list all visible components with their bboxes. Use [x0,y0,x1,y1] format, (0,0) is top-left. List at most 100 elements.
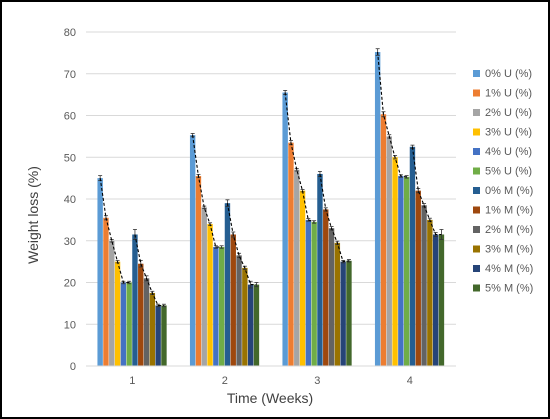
x-tick-label: 3 [314,375,320,387]
bar [207,224,213,366]
y-tick-label: 30 [64,236,76,248]
legend-label: 2% U (%) [485,107,532,119]
legend-swatch [473,245,480,253]
bar [386,136,392,366]
bar [392,157,398,366]
bar [195,176,202,366]
y-tick-label: 80 [64,27,76,39]
legend-swatch [473,128,480,136]
x-tick-label: 1 [129,375,135,387]
trend-line [377,51,407,178]
bar [427,219,433,366]
legend-swatch [473,206,480,214]
x-tick-label: 2 [222,375,228,387]
legend-label: 4% M (%) [485,263,533,275]
legend-swatch [473,167,480,175]
y-tick-label: 20 [64,278,76,290]
trend-line [319,173,349,263]
bar [189,135,196,366]
bar [97,178,103,366]
bar [253,284,260,366]
legend-label: 3% M (%) [485,244,533,256]
bar [334,242,341,366]
legend-swatch [473,109,480,116]
bar [346,260,352,366]
legend: 0% U (%) 1% U (%) 2% U (%) 3% U (%) 4% U (%)… [473,68,533,295]
bar [120,282,127,366]
bar [374,52,381,366]
bar [218,247,225,366]
trend-line [134,234,164,307]
legend-label: 4% U (%) [485,146,532,158]
legend-label: 0% U (%) [485,68,532,80]
bar [161,305,167,366]
bar [132,234,138,366]
legend-swatch [473,284,480,292]
legend-label: 1% M (%) [485,205,533,217]
bar [242,267,248,366]
legend-swatch [473,70,480,77]
legend-swatch [473,265,480,272]
bar [213,247,219,366]
y-axis-title: Weight loss (%) [25,166,41,264]
legend-swatch [473,226,480,233]
trend-line [192,135,222,248]
trend-line [411,146,442,236]
bar [294,169,300,366]
y-tick-label: 10 [64,319,76,331]
legend-swatch [473,148,480,155]
bar [114,261,121,366]
legend-swatch [473,187,480,194]
legend-label: 3% U (%) [485,127,532,139]
bar [247,284,254,366]
bar [317,173,323,366]
bar [432,234,439,366]
bar [403,176,410,366]
bar [311,221,317,366]
bar [149,292,156,366]
bar [143,278,150,366]
bar [380,114,387,366]
x-axis-title: Time (Weeks) [227,390,313,406]
legend-label: 5% U (%) [485,166,532,178]
trend-line [284,92,315,223]
bar [236,255,242,366]
bar [138,263,144,366]
legend-label: 0% M (%) [485,185,533,197]
bar [340,261,346,366]
y-tick-label: 60 [64,111,76,123]
bar [398,176,404,366]
x-tick-labels: 1 2 3 4 [129,375,413,387]
y-tick-label: 0 [70,361,76,373]
y-tick-label: 70 [64,69,76,81]
bar [421,205,427,366]
bar [323,209,329,366]
bar [282,92,288,366]
bar [328,228,335,366]
bar [155,305,161,366]
bar [201,207,207,366]
legend-label: 2% M (%) [485,224,533,236]
bar [224,203,231,366]
legend-swatch [473,89,480,97]
y-tick-label: 50 [64,152,76,164]
bar [415,190,421,366]
legend-label: 5% M (%) [485,283,533,295]
legend-label: 1% U (%) [485,88,532,100]
y-tick-labels: 0 10 20 30 40 50 60 70 80 [64,27,76,373]
trend-lines [99,51,442,307]
bars [97,52,445,366]
bar [230,234,236,366]
bar [288,142,294,366]
bar [409,146,416,366]
bar [299,190,306,366]
bar [438,234,445,366]
bar [305,219,312,366]
x-tick-label: 4 [407,375,413,387]
y-tick-label: 40 [64,194,76,206]
bar [103,217,109,366]
bar [126,282,132,366]
trend-line [226,203,257,286]
